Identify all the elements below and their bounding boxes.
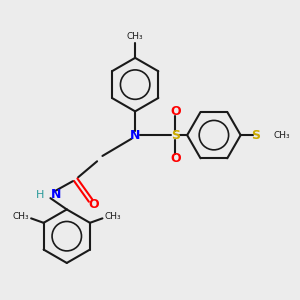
Text: O: O (170, 105, 181, 118)
Text: S: S (171, 129, 180, 142)
Text: H: H (36, 190, 44, 200)
Text: CH₃: CH₃ (273, 130, 290, 140)
Text: O: O (89, 198, 99, 211)
Text: N: N (130, 129, 140, 142)
Text: CH₃: CH₃ (12, 212, 29, 221)
Text: S: S (251, 129, 260, 142)
Text: N: N (50, 188, 61, 201)
Text: CH₃: CH₃ (105, 212, 122, 221)
Text: CH₃: CH₃ (127, 32, 143, 40)
Text: O: O (170, 152, 181, 165)
